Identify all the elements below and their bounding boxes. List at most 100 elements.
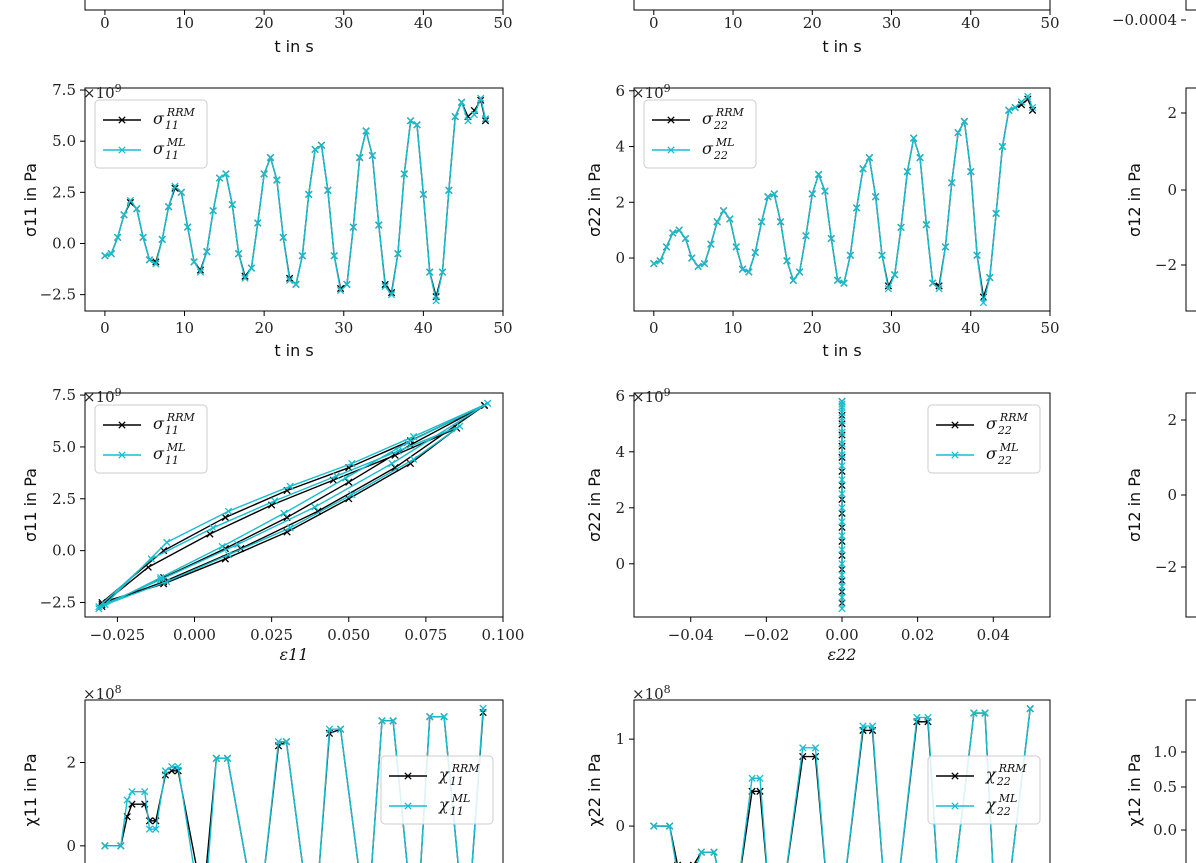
data-point-ml <box>479 704 487 712</box>
axis-multiplier: ×108 <box>632 683 671 703</box>
y-tick-label: 7.5 <box>52 386 76 404</box>
data-point-ml <box>158 235 166 244</box>
data-point-rrm <box>145 817 154 825</box>
x-tick-label: 30 <box>334 319 353 337</box>
x-axis-label: t in s <box>822 341 861 360</box>
data-point-ml <box>438 268 447 276</box>
data-point-ml <box>838 397 846 406</box>
data-point-rrm <box>1028 106 1037 114</box>
legend-label: σ11RRM <box>153 411 195 437</box>
x-tick-label: 0 <box>100 319 110 337</box>
data-point-ml <box>156 576 165 584</box>
data-point-ml <box>970 709 978 717</box>
data-point-ml <box>161 767 170 775</box>
data-point-ml <box>224 551 233 559</box>
legend-label: χ22RRM <box>985 762 1027 788</box>
data-point-ml <box>152 825 160 833</box>
data-point-ml <box>113 233 122 242</box>
y-tick-label: 2 <box>66 754 76 772</box>
data-point-ml <box>152 260 160 268</box>
data-point-ml <box>707 240 715 248</box>
data-point-rrm <box>756 787 764 795</box>
x-tick-label: 10 <box>175 319 194 337</box>
data-point-ml <box>929 279 937 287</box>
data-point-ml <box>470 110 478 119</box>
panel-sigma11_t: 0 10 20 30 40 50 −2.5 0.0 2.5 5.0 7.5 t in s σ11 in … <box>21 81 513 360</box>
y-tick-label: 2 <box>1167 411 1177 429</box>
axis-multiplier: ×109 <box>83 386 122 406</box>
data-point-ml <box>324 186 332 194</box>
data-point-ml <box>838 439 846 448</box>
data-point-ml <box>101 252 109 260</box>
data-point-ml <box>171 182 179 190</box>
data-point-ml <box>913 713 921 722</box>
data-point-ml <box>95 605 103 613</box>
data-point-ml <box>394 447 402 455</box>
data-point-ml <box>362 127 370 135</box>
x-tick-label: 20 <box>803 14 822 32</box>
legend-label: σ11RRM <box>153 106 195 132</box>
data-point-ml <box>235 250 243 258</box>
data-point-ml <box>325 725 334 733</box>
x-tick-label: 0.04 <box>977 626 1010 644</box>
data-point-ml <box>838 604 846 613</box>
data-point-ml <box>669 229 677 237</box>
data-point-ml <box>356 153 364 162</box>
data-point-ml <box>381 282 389 291</box>
data-point-ml <box>891 271 899 279</box>
data-point-ml <box>209 207 217 215</box>
x-tick-label: 0.100 <box>482 626 525 644</box>
data-point-ml <box>910 134 918 142</box>
panel-sigma22_eps22: −0.04 −0.02 0.00 0.02 0.04 0 2 4 6 ε22 σ22 in Pa ×1… <box>585 386 1051 664</box>
data-point-ml <box>101 600 109 609</box>
y-tick-label: 0 <box>66 837 76 855</box>
y-axis-label: χ11 in Pa <box>21 753 40 826</box>
data-point-ml <box>348 459 356 468</box>
data-point-rrm <box>391 464 399 472</box>
x-tick-label: 10 <box>724 319 743 337</box>
data-point-ml <box>838 400 846 408</box>
data-point-ml <box>282 738 291 746</box>
data-point-ml <box>317 141 326 149</box>
data-point-ml <box>234 540 242 549</box>
data-point-ml <box>247 264 256 272</box>
legend: χ11RRM χ11ML <box>380 755 494 825</box>
data-point-ml <box>967 167 975 176</box>
data-point-ml <box>378 717 386 725</box>
axes-frame <box>1185 699 1196 863</box>
data-point-ml <box>694 262 702 271</box>
x-tick-label: 0.075 <box>404 626 447 644</box>
legend-marker-ml <box>118 146 126 154</box>
data-point-ml <box>665 822 674 830</box>
y-tick-label: −2.5 <box>40 593 76 611</box>
data-point-rrm <box>345 478 353 486</box>
axes-frame <box>1185 87 1196 312</box>
data-point-ml <box>292 280 300 289</box>
data-point-ml <box>409 432 418 441</box>
data-point-ml <box>348 490 356 499</box>
data-point-ml <box>852 204 861 212</box>
y-tick-label: 2.5 <box>52 490 76 508</box>
data-point-ml <box>222 170 230 178</box>
data-point-ml <box>979 298 988 307</box>
data-point-ml <box>228 200 236 209</box>
data-point-ml <box>177 188 185 196</box>
data-point-ml <box>1011 103 1019 112</box>
data-point-ml <box>196 268 205 276</box>
data-point-ml <box>713 218 721 226</box>
panel-p_mid_right_partial: 2 0 −2 σ12 in Pa <box>1125 87 1196 312</box>
plot-area <box>95 399 492 613</box>
data-point-ml <box>756 774 764 782</box>
data-point-ml <box>884 285 893 293</box>
x-tick-label: 40 <box>961 319 980 337</box>
legend-marker-ml <box>404 802 412 810</box>
axes-frame <box>1185 392 1196 618</box>
data-point-ml <box>387 290 396 299</box>
x-tick-label: 0.02 <box>901 626 934 644</box>
data-point-ml <box>413 121 421 129</box>
data-point-ml <box>808 190 816 198</box>
data-point-ml <box>168 763 176 771</box>
y-tick-label: −2 <box>1155 558 1177 576</box>
legend-label: σ11ML <box>153 136 186 162</box>
